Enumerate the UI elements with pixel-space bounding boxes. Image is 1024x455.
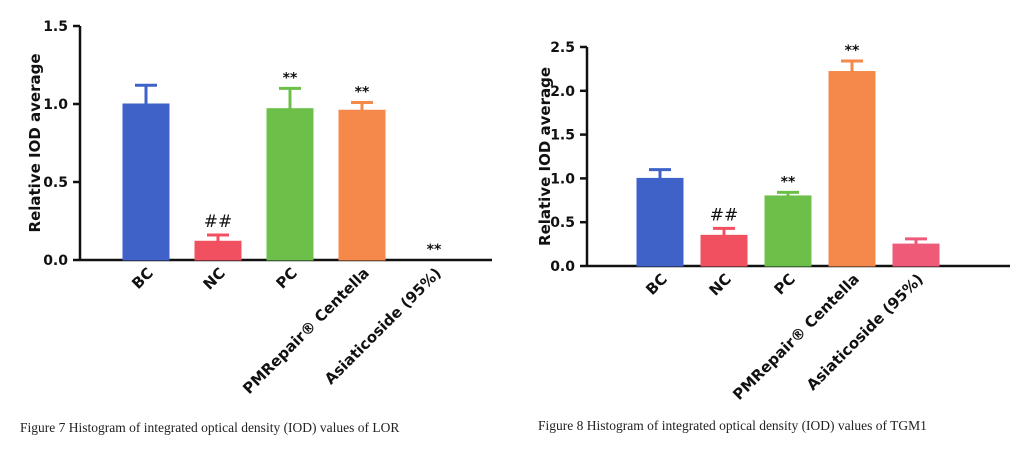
significance-label: ## bbox=[710, 205, 739, 225]
y-tick-label: 1.5 bbox=[43, 19, 68, 35]
significance-label: ** bbox=[845, 43, 860, 59]
x-tick-label: PMRepair® Centella bbox=[239, 264, 373, 398]
x-tick-label: PC bbox=[771, 270, 799, 298]
y-axis-label: Relative IOD average bbox=[26, 54, 44, 233]
y-axis-label: Relative IOD average bbox=[536, 67, 554, 246]
bar bbox=[700, 234, 748, 267]
figure-8-caption: Figure 8 Histogram of integrated optical… bbox=[538, 418, 927, 433]
significance-label: ** bbox=[355, 84, 370, 100]
y-tick-label: 0.5 bbox=[550, 215, 575, 231]
y-tick-label: 1.0 bbox=[43, 97, 68, 113]
bar bbox=[828, 71, 876, 267]
significance-label: ** bbox=[781, 174, 796, 190]
x-tick-label: Asiaticoside (95%) bbox=[803, 270, 927, 394]
x-tick-label: PMRepair® Centella bbox=[729, 270, 863, 404]
y-tick-label: 1.5 bbox=[550, 128, 575, 144]
figure-8-chart: 0.0 0.5 1.0 1.5 2.0 2.5 Relative IOD average BC… bbox=[512, 0, 1024, 420]
bar bbox=[194, 240, 242, 261]
x-tick-label: NC bbox=[199, 264, 228, 293]
y-tick-label: 0.0 bbox=[43, 253, 68, 269]
figure-7-caption: Figure 7 Histogram of integrated optical… bbox=[20, 420, 400, 435]
x-tick-label: BC bbox=[642, 270, 671, 299]
chart-8-svg: 0.0 0.5 1.0 1.5 2.0 2.5 Relative IOD average BC… bbox=[536, 40, 1010, 404]
y-tick-label: 2.5 bbox=[550, 40, 575, 56]
y-tick-label: 0.0 bbox=[550, 259, 575, 275]
y-tick-label: 2.0 bbox=[550, 84, 575, 100]
x-tick-label: BC bbox=[128, 264, 157, 293]
figure-7-chart: 0.0 0.5 1.0 1.5 Relative IOD average BC ## NC **… bbox=[0, 0, 512, 420]
bar bbox=[892, 243, 940, 267]
bar bbox=[122, 103, 170, 261]
significance-label: ## bbox=[204, 212, 233, 232]
bar bbox=[338, 109, 386, 261]
x-tick-label: Asiaticoside (95%) bbox=[321, 264, 445, 388]
bar bbox=[764, 195, 812, 267]
significance-label: ** bbox=[427, 242, 442, 258]
y-tick-label: 1.0 bbox=[550, 171, 575, 187]
y-tick-label: 0.5 bbox=[43, 175, 68, 191]
chart-7-svg: 0.0 0.5 1.0 1.5 Relative IOD average BC ## NC **… bbox=[26, 19, 492, 398]
x-tick-label: NC bbox=[705, 270, 734, 299]
significance-label: ** bbox=[283, 70, 298, 86]
bar bbox=[266, 108, 314, 261]
x-tick-label: PC bbox=[273, 264, 301, 292]
bar bbox=[636, 177, 684, 267]
